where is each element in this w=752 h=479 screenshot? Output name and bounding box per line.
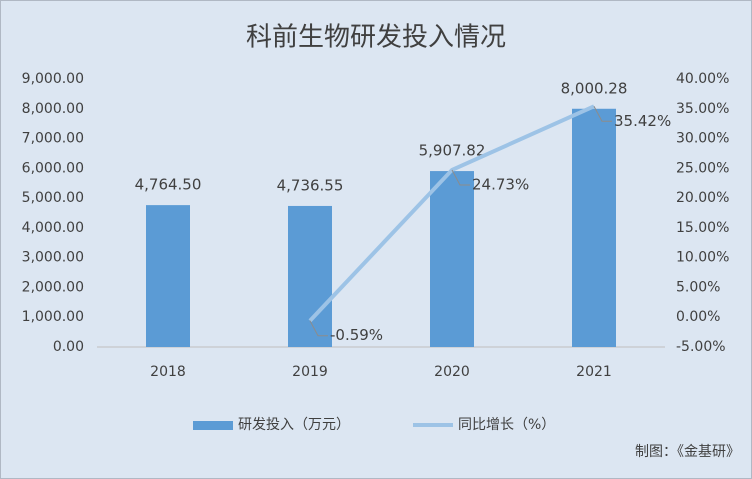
bar <box>146 205 190 347</box>
chart-title: 科前生物研发投入情况 <box>246 23 506 53</box>
y-tick-label: 3,000.00 <box>22 250 84 266</box>
y-tick-label: 6,000.00 <box>22 160 84 176</box>
y2-tick-label: 0.00% <box>676 309 720 325</box>
y2-tick-label: 15.00% <box>676 220 729 236</box>
legend-label: 研发投入（万元） <box>238 417 350 433</box>
y2-tick-label: 20.00% <box>676 190 729 206</box>
x-tick-label: 2018 <box>150 364 186 380</box>
y2-tick-label: 25.00% <box>676 160 729 176</box>
y2-tick-label: 10.00% <box>676 250 729 266</box>
bar <box>288 205 332 347</box>
data-label: 24.73% <box>472 175 529 193</box>
data-label: 4,764.50 <box>135 176 202 194</box>
y-tick-label: 0.00 <box>53 339 84 355</box>
y-tick-label: 8,000.00 <box>22 101 84 117</box>
source-note: 制图：《金基研》 <box>635 443 740 460</box>
y2-tick-label: -5.00% <box>676 339 726 355</box>
y-tick-label: 5,000.00 <box>22 190 84 206</box>
y-tick-label: 9,000.00 <box>22 71 84 87</box>
bar <box>430 171 474 347</box>
data-label: 35.42% <box>614 112 671 130</box>
x-tick-label: 2019 <box>292 364 328 380</box>
y2-tick-label: 30.00% <box>676 131 729 147</box>
data-label: -0.59% <box>330 326 383 344</box>
bar <box>572 108 616 347</box>
leader-line <box>593 106 612 122</box>
data-label: 5,907.82 <box>419 142 486 160</box>
leader-line <box>451 169 470 186</box>
leader-line <box>309 320 328 337</box>
data-label: 4,736.55 <box>277 176 344 194</box>
y2-tick-label: 5.00% <box>676 279 720 295</box>
y-tick-label: 2,000.00 <box>22 279 84 295</box>
line <box>308 104 595 323</box>
data-label: 8,000.28 <box>561 79 628 97</box>
y-tick-label: 1,000.00 <box>22 309 84 325</box>
y2-tick-label: 35.00% <box>676 101 729 117</box>
y-tick-label: 4,000.00 <box>22 220 84 236</box>
legend-swatch <box>193 421 233 430</box>
legend-label: 同比增长（%） <box>458 417 555 433</box>
y-tick-label: 7,000.00 <box>22 131 84 147</box>
x-tick-label: 2020 <box>434 364 470 380</box>
x-tick-label: 2021 <box>576 364 612 380</box>
y2-tick-label: 40.00% <box>676 71 729 87</box>
